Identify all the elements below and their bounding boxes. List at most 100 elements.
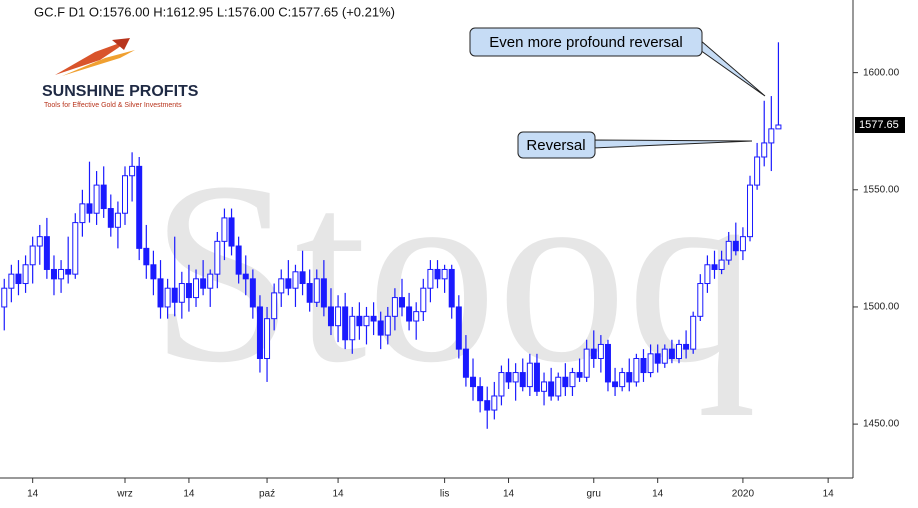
candle-body [548, 381, 555, 397]
candle-body [207, 273, 214, 289]
candle-body [498, 372, 505, 397]
candle-body [370, 315, 377, 322]
y-tick-label: 1500.00 [863, 302, 900, 313]
candle-body [299, 271, 306, 285]
candle-body [171, 287, 178, 303]
candle-body [377, 320, 384, 336]
candle-body [214, 240, 221, 275]
candle-body [576, 372, 583, 378]
candle-body [107, 208, 114, 228]
x-tick-label: lis [440, 489, 449, 500]
callout-pointer [699, 38, 766, 97]
x-tick-label: 2020 [732, 489, 755, 500]
candle-body [363, 315, 370, 327]
candle-body [313, 278, 320, 303]
logo-tagline: Tools for Effective Gold & Silver Invest… [44, 102, 182, 109]
x-tick-label: 14 [27, 489, 39, 500]
candle-body [725, 240, 732, 261]
last-value-label: 1577.65 [859, 119, 899, 131]
candle-body [768, 128, 775, 144]
candle-body [640, 358, 647, 374]
candle-body [775, 124, 782, 130]
candle-body [612, 381, 619, 388]
callout-box [517, 131, 596, 159]
candle-body [100, 184, 107, 210]
candle-body [1, 287, 8, 308]
candle-body [484, 400, 491, 411]
candle-body [249, 278, 256, 308]
logo-name: SUNSHINE PROFITS [42, 83, 199, 100]
candle-body [555, 376, 562, 397]
annotation-text: Reversal [526, 137, 585, 154]
candle-body [661, 348, 668, 364]
candle-body [327, 306, 334, 327]
x-tick-label: gru [587, 489, 601, 500]
x-tick-label: 14 [823, 489, 835, 500]
candle-body [278, 278, 285, 294]
y-tick-label: 1550.00 [863, 184, 900, 195]
x-tick-label: wrz [116, 489, 133, 500]
candle-body [470, 376, 477, 388]
x-tick-label: 14 [652, 489, 664, 500]
candle-body [22, 264, 29, 285]
candle-body [675, 343, 682, 359]
candle-body [683, 343, 690, 350]
candle-body [519, 372, 526, 388]
candle-body [228, 217, 235, 247]
candle-body [72, 222, 79, 275]
candle-body [747, 184, 754, 238]
candle-body [349, 315, 356, 341]
candle-body [221, 217, 228, 242]
candle-body [114, 212, 121, 228]
candle-body [569, 372, 576, 388]
candle-body [391, 297, 398, 317]
candle-body [406, 306, 413, 322]
candle-body [697, 283, 704, 317]
candle-body [477, 386, 484, 402]
candle-body [668, 348, 675, 359]
candle-body [512, 372, 519, 383]
x-tick-label: paź [259, 489, 275, 500]
candle-body [36, 236, 43, 247]
candle-body [50, 268, 57, 280]
candle-body [79, 203, 86, 224]
candle-body [43, 236, 50, 270]
candle-body [505, 372, 512, 383]
candle-body [335, 306, 342, 327]
candle-body [619, 372, 626, 388]
candle-body [150, 264, 157, 280]
candle-body [711, 264, 718, 270]
candle-body [29, 245, 36, 266]
candle-body [533, 362, 540, 392]
candle-body [15, 273, 22, 285]
candle-body [185, 283, 192, 299]
x-tick-label: 14 [183, 489, 195, 500]
logo-swoosh [62, 50, 135, 76]
candle-body [235, 245, 242, 275]
candle-body [633, 358, 640, 383]
candle-body [526, 362, 533, 388]
candle-body [136, 165, 143, 249]
y-tick-label: 1600.00 [863, 67, 900, 78]
candle-body [761, 142, 768, 158]
candle-body [398, 297, 405, 308]
candle-body [292, 271, 299, 289]
candle-body [320, 278, 327, 308]
candle-body [86, 203, 93, 214]
callout-box [469, 27, 703, 57]
candle-body [427, 268, 434, 289]
annotation: Even more profound reversal Reversal [469, 27, 766, 159]
candle-body [122, 175, 129, 214]
candle-body [356, 315, 363, 327]
candle-body [562, 376, 569, 388]
last-value-box [855, 117, 905, 134]
logo-swoosh [112, 38, 130, 50]
candle-body [704, 264, 711, 285]
candle-body [455, 306, 462, 350]
candle-body [491, 395, 498, 411]
candle-body [200, 278, 207, 289]
x-tick-label: 14 [503, 489, 515, 500]
candle-body [143, 247, 150, 266]
candle-body [256, 306, 263, 360]
header: GC.F D1 O:1576.00 H:1612.95 L:1576.00 C:… [34, 4, 395, 19]
